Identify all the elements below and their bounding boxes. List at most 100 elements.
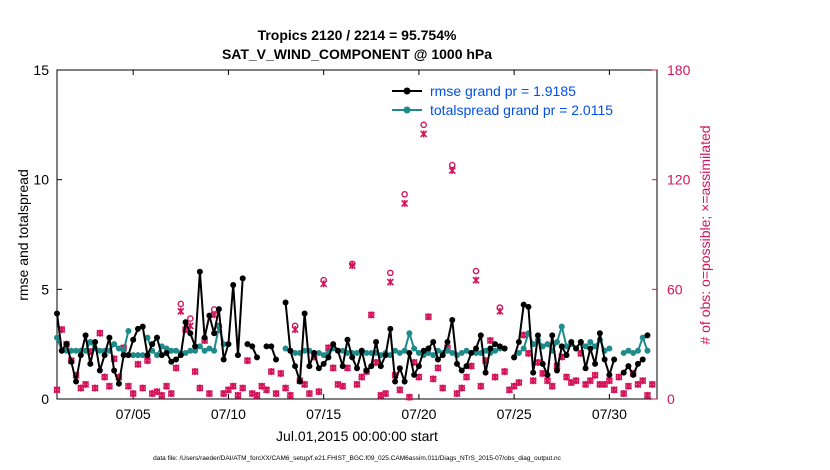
obs-assimilated-marker (101, 373, 109, 381)
obs-assimilated-marker (129, 389, 137, 398)
totalspread-data-point (182, 349, 189, 356)
obs-assimilated-marker (615, 373, 623, 381)
rmse-data-point (82, 332, 89, 339)
rmse-data-point (373, 338, 380, 345)
totalspread-data-point (125, 328, 132, 335)
obs-assimilated-marker (477, 382, 485, 390)
obs-assimilated-marker (405, 393, 413, 401)
totalspread-data-point (187, 347, 194, 354)
rmse-data-point (596, 330, 603, 337)
obs-possible-marker (472, 267, 480, 275)
obs-assimilated-marker (358, 373, 366, 381)
obs-assimilated-marker (591, 371, 599, 379)
rmse-data-point (234, 352, 241, 359)
totalspread-data-point (201, 347, 208, 354)
totalspread-data-point (396, 349, 403, 356)
rmse-data-point (320, 360, 327, 367)
x-tick-label: 07/05 (116, 406, 151, 422)
totalspread-data-point (111, 341, 118, 348)
obs-assimilated-marker (401, 199, 409, 207)
rmse-data-point (211, 330, 218, 337)
rmse-data-point (173, 356, 180, 363)
rmse-data-point (549, 332, 556, 339)
obs-possible-marker (187, 315, 194, 322)
rmse-data-point (239, 275, 246, 282)
rmse-data-point (396, 365, 403, 372)
totalspread-data-point (563, 343, 570, 350)
obs-assimilated-marker (91, 384, 99, 392)
rmse-data-point (630, 371, 637, 378)
rmse-data-point (539, 360, 546, 367)
totalspread-data-point (625, 347, 632, 354)
obs-assimilated-marker (467, 362, 475, 370)
x-tick-label: 07/20 (401, 406, 436, 422)
rmse-data-point (106, 334, 113, 341)
rmse-data-point (377, 363, 384, 370)
totalspread-data-point (68, 347, 75, 354)
rmse-data-point (415, 363, 422, 370)
obs-possible-marker (448, 161, 456, 169)
obs-assimilated-marker (396, 386, 404, 394)
chart-title-line2: SAT_V_WIND_COMPONENT @ 1000 hPa (222, 46, 492, 62)
totalspread-data-point (168, 347, 175, 354)
obs-assimilated-marker (462, 373, 471, 381)
obs-assimilated-marker (315, 388, 323, 396)
rmse-data-point (177, 352, 184, 359)
footer-data-file: data file: /Users/raeder/DAI/ATM_forcXX/… (153, 455, 562, 462)
y-axis-right-label: # of obs: o=possible; ×=assimilated (697, 125, 713, 344)
rmse-data-point (282, 299, 289, 306)
obs-assimilated-marker (205, 389, 213, 398)
rmse-data-point (273, 356, 280, 363)
rmse-data-point (230, 281, 237, 288)
rmse-data-point (144, 352, 151, 359)
rmse-data-point (254, 354, 260, 361)
totalspread-data-point (154, 352, 160, 359)
totalspread-data-point (139, 352, 146, 359)
rmse-data-point (168, 358, 175, 365)
rmse-data-point (201, 334, 208, 341)
y-axis-left-label: rmse and totalspread (15, 169, 31, 301)
totalspread-data-point (544, 341, 551, 348)
rmse-data-point (301, 310, 308, 317)
obs-assimilated-marker (448, 166, 456, 175)
obs-assimilated-marker (172, 364, 180, 372)
rmse-data-point (354, 365, 360, 372)
totalspread-data-point (363, 349, 370, 356)
totalspread-data-point (606, 345, 613, 352)
rmse-data-point (330, 341, 337, 348)
rmse-data-point (315, 365, 322, 372)
rmse-data-point (477, 332, 484, 339)
rmse-data-point (406, 349, 413, 356)
rmse-data-point (154, 334, 160, 341)
totalspread-data-point (115, 345, 122, 352)
rmse-data-point (139, 323, 146, 330)
rmse-data-point (63, 341, 70, 348)
rmse-data-point (411, 371, 418, 378)
legend-spread-marker (403, 106, 411, 114)
x-tick-label: 07/10 (211, 406, 246, 422)
y-right-tick-label: 180 (667, 62, 691, 78)
y-right-tick-label: 120 (667, 172, 691, 188)
totalspread-data-point (134, 352, 141, 359)
rmse-data-point (558, 343, 565, 350)
rmse-data-point (492, 341, 499, 348)
obs-assimilated-marker (496, 307, 504, 315)
rmse-data-point (263, 343, 270, 350)
rmse-data-point (311, 349, 318, 356)
totalspread-data-point (163, 345, 170, 352)
totalspread-data-point (144, 334, 151, 341)
obs-assimilated-marker (105, 382, 113, 390)
rmse-data-point (54, 310, 60, 317)
totalspread-data-point (554, 338, 560, 345)
y-left-tick-label: 15 (33, 62, 49, 78)
rmse-data-point (639, 356, 646, 363)
obs-assimilated-marker (515, 378, 523, 387)
totalspread-data-point (630, 349, 637, 356)
rmse-data-point (644, 332, 651, 339)
rmse-data-point (439, 352, 446, 359)
obs-assimilated-marker (439, 384, 447, 392)
totalspread-data-point (449, 349, 456, 356)
obs-assimilated-marker (524, 349, 532, 357)
obs-assimilated-marker (453, 389, 461, 398)
obs-assimilated-marker (372, 358, 380, 367)
